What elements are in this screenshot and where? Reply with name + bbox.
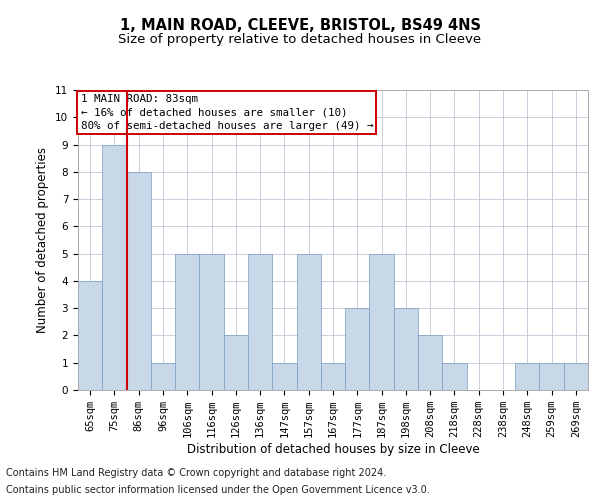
Bar <box>102 144 127 390</box>
Text: 1 MAIN ROAD: 83sqm
← 16% of detached houses are smaller (10)
80% of semi-detache: 1 MAIN ROAD: 83sqm ← 16% of detached hou… <box>80 94 373 131</box>
Text: Contains public sector information licensed under the Open Government Licence v3: Contains public sector information licen… <box>6 485 430 495</box>
Bar <box>199 254 224 390</box>
Bar <box>564 362 588 390</box>
Bar <box>296 254 321 390</box>
Bar <box>175 254 199 390</box>
Text: Size of property relative to detached houses in Cleeve: Size of property relative to detached ho… <box>118 32 482 46</box>
Bar <box>394 308 418 390</box>
Bar <box>345 308 370 390</box>
Bar <box>418 336 442 390</box>
Bar <box>321 362 345 390</box>
Bar <box>224 336 248 390</box>
Bar <box>370 254 394 390</box>
Text: Contains HM Land Registry data © Crown copyright and database right 2024.: Contains HM Land Registry data © Crown c… <box>6 468 386 477</box>
Bar <box>515 362 539 390</box>
Bar <box>272 362 296 390</box>
X-axis label: Distribution of detached houses by size in Cleeve: Distribution of detached houses by size … <box>187 443 479 456</box>
Bar <box>78 281 102 390</box>
Text: 1, MAIN ROAD, CLEEVE, BRISTOL, BS49 4NS: 1, MAIN ROAD, CLEEVE, BRISTOL, BS49 4NS <box>119 18 481 32</box>
Bar <box>151 362 175 390</box>
Bar <box>442 362 467 390</box>
Bar <box>127 172 151 390</box>
Bar <box>539 362 564 390</box>
Bar <box>248 254 272 390</box>
Y-axis label: Number of detached properties: Number of detached properties <box>37 147 49 333</box>
